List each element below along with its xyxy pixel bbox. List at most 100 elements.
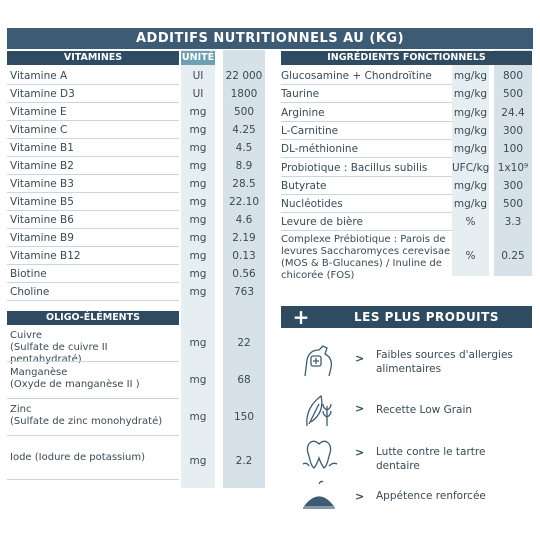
- row-value: 500: [502, 88, 524, 101]
- row-value: 763: [233, 286, 255, 298]
- row-value: 28.5: [232, 178, 256, 190]
- benefit-item: > Appétence renforcée: [281, 478, 532, 518]
- row-unit: mg: [189, 124, 207, 136]
- row-divider: [281, 120, 452, 122]
- row-value: 2.19: [232, 232, 256, 244]
- row-label: Glucosamine + Chondroïtine: [281, 70, 432, 82]
- plus-products-title: LES PLUS PRODUITS: [354, 310, 499, 324]
- row-unit: UI: [192, 70, 204, 82]
- row-unit: mg: [189, 142, 207, 154]
- functional-row: L-Carnitine mg/kg 300: [0, 122, 540, 140]
- row-unit: mg/kg: [453, 198, 488, 211]
- row-label: Vitamine B1: [10, 142, 74, 154]
- complex-prebiotic-value: 0.25: [501, 250, 525, 262]
- row-divider: [281, 102, 452, 104]
- vitamin-row: Vitamine B6 mg 4.6: [0, 211, 540, 229]
- functional-row: Arginine mg/kg 24.4: [0, 104, 540, 122]
- functional-row: Levure de bière% 3.3: [0, 213, 540, 231]
- functional-row: DL-méthionine mg/kg 100: [0, 140, 540, 158]
- row-divider: [7, 210, 179, 211]
- row-value: 22.10: [228, 196, 260, 208]
- row-divider: [281, 84, 452, 85]
- row-value: 4.25: [232, 124, 256, 136]
- row-label: Taurine: [281, 88, 320, 101]
- unit-header: UNITÉ: [181, 51, 215, 65]
- row-unit: mg/kg: [453, 179, 488, 192]
- vitamin-row: Vitamine B12 mg 0.13: [0, 247, 540, 265]
- row-unit: mg/kg: [453, 143, 488, 156]
- row-label: Vitamine B6: [10, 214, 74, 226]
- trace-element-unit: mg: [189, 455, 207, 467]
- row-label: Vitamine D3: [10, 88, 75, 100]
- row-divider: [7, 84, 179, 85]
- row-label: Levure de bière: [281, 216, 363, 229]
- func-value-band: [494, 50, 532, 276]
- row-divider: [7, 174, 179, 175]
- row-divider: [7, 120, 179, 121]
- dog-health-icon: [304, 345, 333, 377]
- row-divider: [7, 361, 179, 362]
- row-divider: [281, 138, 452, 140]
- functional-header: INGRÉDIENTS FONCTIONNELS: [281, 51, 532, 65]
- tooth-icon: [302, 440, 338, 469]
- trace-element-label: Iode (Iodure de potassium): [10, 452, 145, 463]
- row-unit: mg/kg: [453, 106, 488, 119]
- functional-row: Glucosamine + Chondroïtine mg/kg 800: [0, 67, 540, 85]
- benefit-arrow: >: [355, 446, 365, 459]
- benefit-item: > Recette Low Grain: [281, 390, 532, 430]
- vitamin-row: Vitamine E mg 500: [0, 103, 540, 121]
- row-value: 0.13: [232, 250, 256, 262]
- row-label: Vitamine B3: [10, 178, 74, 190]
- row-label: Nucléotides: [281, 198, 343, 211]
- row-label: Choline: [10, 286, 50, 298]
- vitamin-row: Vitamine B2 mg 8.9: [0, 157, 540, 175]
- row-value: 22 000: [225, 70, 263, 82]
- row-divider: [7, 282, 179, 283]
- row-value: 300: [502, 179, 524, 192]
- functional-row: Nucléotides mg/kg 500: [0, 195, 540, 213]
- row-unit: mg: [189, 214, 207, 226]
- row-unit: mg: [189, 196, 207, 208]
- benefit-item: > Faibles sources d'allergies alimentair…: [281, 340, 532, 380]
- row-divider: [281, 193, 452, 195]
- row-divider: [281, 157, 452, 159]
- row-unit: mg: [189, 232, 207, 244]
- row-divider: [281, 230, 452, 232]
- func-unit-band: [452, 50, 489, 276]
- plus-icon: +: [292, 305, 310, 329]
- vitamin-row: Vitamine B9 mg 2.19: [0, 229, 540, 247]
- trace-element-value: 22: [237, 337, 251, 349]
- benefit-arrow: >: [355, 490, 365, 503]
- row-value: 500: [502, 198, 524, 211]
- vitamin-row: Vitamine C mg 4.25: [0, 121, 540, 139]
- row-label: Biotine: [10, 268, 47, 280]
- benefit-item: > Lutte contre le tartre dentaire: [281, 434, 532, 474]
- row-divider: [7, 300, 179, 301]
- row-value: 100: [502, 143, 524, 156]
- row-value: 0.56: [232, 268, 256, 280]
- functional-row: Butyrate mg/kg 300: [0, 177, 540, 195]
- row-label: Vitamine B5: [10, 196, 74, 208]
- benefit-arrow: >: [355, 402, 365, 415]
- row-divider: [7, 479, 179, 480]
- row-label: Vitamine C: [10, 124, 68, 136]
- row-divider: [7, 435, 179, 436]
- row-unit: mg/kg: [453, 70, 488, 82]
- row-divider: [7, 102, 179, 103]
- row-divider: [281, 175, 452, 177]
- unit-column-band: [181, 50, 215, 488]
- row-label: Vitamine B9: [10, 232, 74, 244]
- functional-row: Taurine mg/kg 500: [0, 85, 540, 103]
- row-unit: mg/kg: [453, 124, 488, 137]
- vitamin-row: Vitamine B3 mg 28.5: [0, 175, 540, 193]
- row-value: 500: [233, 106, 255, 118]
- row-unit: mg/kg: [453, 88, 488, 101]
- trace-element-value: 150: [233, 411, 255, 423]
- trace-element-value: 68: [237, 374, 251, 386]
- kibble-bowl-icon: [303, 480, 335, 509]
- row-unit: mg: [189, 178, 207, 190]
- row-label: Vitamine E: [10, 106, 67, 118]
- row-unit: mg: [189, 250, 207, 262]
- trace-element-label: Manganèse (Oxyde de manganèse II ): [10, 367, 140, 390]
- row-unit: %: [465, 216, 476, 229]
